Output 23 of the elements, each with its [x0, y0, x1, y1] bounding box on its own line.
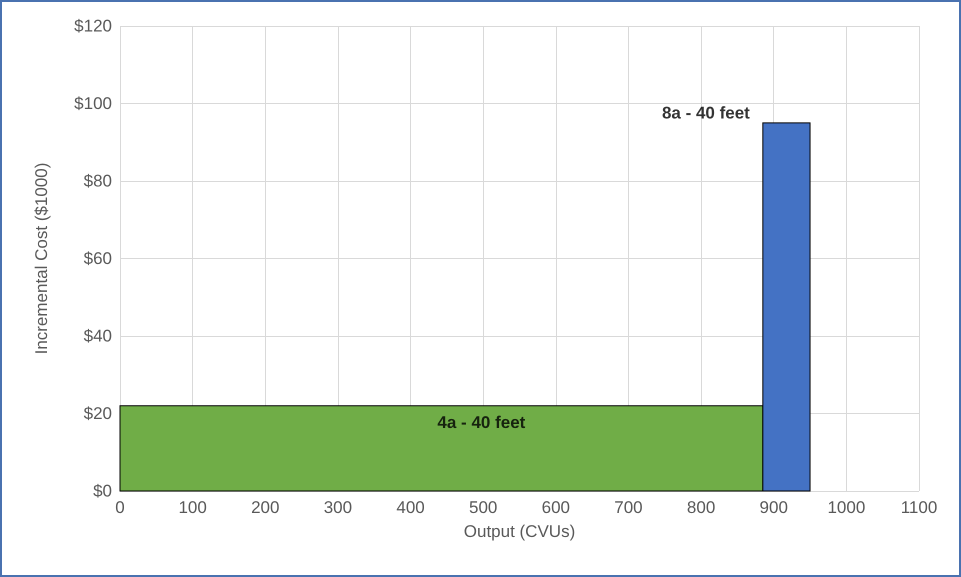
x-tick-label: 1100: [900, 498, 938, 517]
x-tick-label: 500: [468, 498, 498, 517]
x-axis-title: Output (CVUs): [464, 522, 576, 541]
annotation: 8a - 40 feet: [662, 103, 750, 122]
y-tick-label: $20: [84, 404, 112, 423]
x-tick-label: 300: [324, 498, 352, 517]
y-axis-title: Incremental Cost ($1000): [32, 162, 51, 354]
y-tick-label: $80: [84, 172, 112, 190]
x-tick-label: 800: [686, 498, 716, 517]
x-tick-label: 700: [614, 498, 643, 517]
x-tick-label: 600: [542, 498, 570, 517]
x-tick-label: 900: [760, 498, 788, 517]
y-tick-label: $120: [74, 16, 112, 36]
y-tick-label: $100: [74, 94, 112, 113]
x-tick-label: 1000: [827, 498, 866, 517]
x-tick-label: 0: [115, 498, 125, 517]
x-tick-label: 100: [178, 498, 207, 517]
x-tick-label: 200: [251, 498, 280, 517]
y-tick-label: $60: [84, 249, 112, 268]
y-tick-label: $40: [84, 326, 112, 346]
annotation: 4a - 40 feet: [437, 412, 526, 432]
y-tick-label: $0: [93, 482, 112, 500]
x-tick-label: 400: [396, 498, 425, 517]
